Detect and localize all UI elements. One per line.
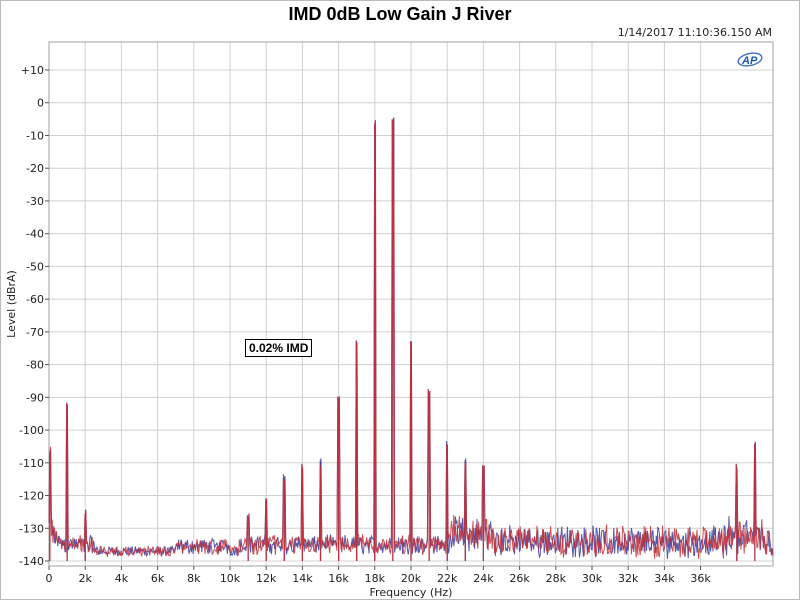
- x-tick-label: 36k: [690, 572, 711, 585]
- x-tick-label: 10k: [220, 572, 241, 585]
- y-tick-label: -130: [19, 522, 44, 535]
- x-tick-label: 8k: [187, 572, 201, 585]
- chart-title: IMD 0dB Low Gain J River: [288, 4, 512, 24]
- svg-text:AP: AP: [741, 55, 758, 67]
- x-tick-label: 24k: [473, 572, 494, 585]
- x-tick-label: 4k: [115, 572, 129, 585]
- x-tick-label: 26k: [509, 572, 530, 585]
- x-tick-label: 32k: [618, 572, 639, 585]
- x-tick-label: 16k: [328, 572, 349, 585]
- y-tick-label: -100: [19, 424, 44, 437]
- x-axis-ticks: 0 2k 4k 6k 8k 10k 12k 14k 16k 18k 20k 22k 24k 26k 28k 3…: [46, 566, 711, 585]
- y-tick-label: -120: [19, 490, 44, 503]
- y-tick-label: -90: [26, 391, 44, 404]
- x-tick-label: 34k: [654, 572, 675, 585]
- x-tick-label: 14k: [292, 572, 313, 585]
- imd-annotation: 0.02% IMD: [245, 339, 313, 357]
- x-tick-label: 6k: [151, 572, 165, 585]
- y-tick-label: -80: [26, 359, 44, 372]
- x-tick-label: 28k: [546, 572, 567, 585]
- ap-logo-icon: AP: [737, 52, 763, 67]
- x-axis-label: Frequency (Hz): [370, 586, 453, 599]
- spectrum-trace: [48, 117, 774, 559]
- x-tick-label: 0: [46, 572, 53, 585]
- x-tick-label: 2k: [79, 572, 93, 585]
- y-axis-label: Level (dBrA): [5, 270, 18, 338]
- x-tick-label: 18k: [365, 572, 386, 585]
- y-tick-label: -20: [26, 162, 44, 175]
- x-tick-label: 30k: [582, 572, 603, 585]
- y-tick-label: -60: [26, 293, 44, 306]
- y-tick-label: -70: [26, 326, 44, 339]
- y-axis-ticks: +10 0 -10 -20 -30 -40 -50 -60 -70 -80 -90 -100 -110 -…: [19, 64, 49, 568]
- y-tick-label: -30: [26, 195, 44, 208]
- y-tick-label: -50: [26, 260, 44, 273]
- y-tick-label: -110: [19, 457, 44, 470]
- x-tick-label: 12k: [256, 572, 277, 585]
- y-tick-label: -140: [19, 555, 44, 568]
- x-tick-label: 20k: [401, 572, 422, 585]
- y-tick-label: 0: [37, 97, 44, 110]
- y-tick-label: +10: [21, 64, 44, 77]
- x-tick-label: 22k: [437, 572, 458, 585]
- y-tick-label: -10: [26, 129, 44, 142]
- timestamp: 1/14/2017 11:10:36.150 AM: [617, 26, 772, 39]
- series-layer: [48, 117, 774, 561]
- y-tick-label: -40: [26, 228, 44, 241]
